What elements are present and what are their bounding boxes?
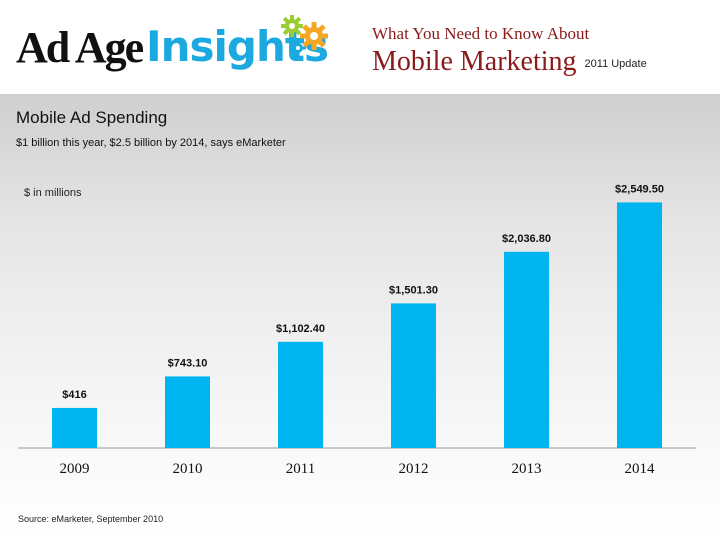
value-label-2014: $2,549.50 (615, 183, 664, 195)
x-tick-2010: 2010 (173, 461, 203, 477)
x-tick-2014: 2014 (625, 461, 656, 477)
value-label-2013: $2,036.80 (502, 233, 551, 245)
header-title-text: Mobile Marketing (372, 46, 577, 77)
value-label-2012: $1,501.30 (389, 284, 438, 296)
chart-panel (0, 94, 720, 540)
x-tick-2009: 2009 (60, 461, 90, 477)
slide-subtitle: $1 billion this year, $2.5 billion by 20… (16, 137, 286, 149)
header-update: 2011 Update (584, 57, 647, 70)
slide-title: Mobile Ad Spending (16, 108, 168, 127)
value-label-2009: $416 (62, 389, 86, 401)
value-label-2011: $1,102.40 (276, 323, 325, 335)
y-unit-label: $ in millions (24, 187, 82, 199)
source-note: Source: eMarketer, September 2010 (18, 514, 164, 524)
x-tick-2013: 2013 (512, 461, 542, 477)
bar-2014 (617, 202, 662, 448)
header-subtitle: What You Need to Know About (372, 24, 590, 43)
bar-2011 (278, 341, 323, 448)
logo-ad-age: Ad Age (16, 23, 144, 72)
header-title: Mobile Marketing 2011 Update (372, 46, 647, 78)
gears-icon (281, 15, 328, 56)
value-label-2010: $743.10 (168, 357, 208, 369)
bar-2013 (504, 251, 549, 448)
x-tick-2011: 2011 (286, 461, 315, 477)
x-tick-2012: 2012 (399, 461, 429, 477)
bar-2009 (52, 407, 97, 448)
header: Ad Age Insights What You Need to Know Ab… (0, 0, 720, 94)
bar-2012 (391, 303, 436, 448)
bar-2010 (165, 376, 210, 448)
